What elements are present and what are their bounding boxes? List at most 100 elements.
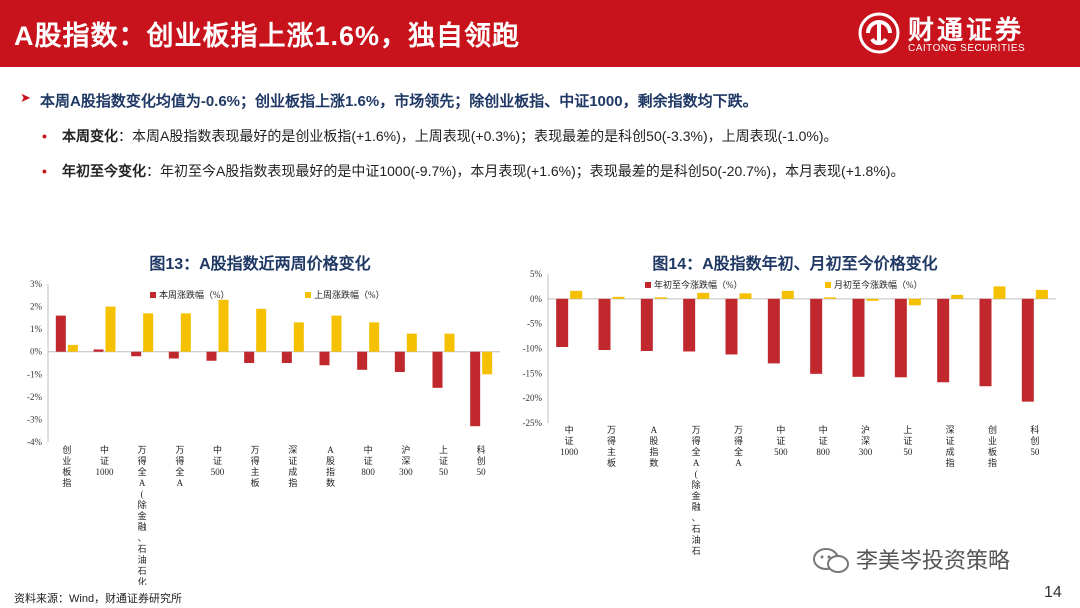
bar-series-2 [331, 315, 342, 352]
bar-series-2 [369, 322, 380, 352]
category-label: 科创 50 [477, 444, 487, 477]
category-label: 上证 50 [439, 445, 449, 477]
bullet-ytd: • 年初至今变化：年初至今A股指数表现最好的是中证1000(-9.7%)，本月表… [42, 160, 967, 182]
legend-swatch [645, 282, 651, 288]
bar-series-2 [993, 286, 1006, 299]
legend-label: 本周涨跌幅（%） [159, 289, 230, 300]
bullet-label: 本周变化 [62, 128, 118, 144]
y-tick-label: 0% [30, 347, 43, 357]
bar-series-2 [570, 290, 583, 299]
chart13-title: 图13：A股指数近两周价格变化 [149, 256, 371, 273]
category-label: 万得主板 [251, 445, 260, 488]
bar-series-2 [654, 297, 667, 299]
y-tick-label: -4% [27, 437, 42, 447]
source-note: 资料来源：Wind，财通证券研究所 [14, 593, 183, 605]
bar-series-2 [444, 333, 455, 352]
bar-series-2 [482, 351, 493, 375]
summary-headline: ➤ 本周A股指数变化均值为-0.6%；创业板指上涨1.6%，市场领先；除创业板指… [20, 90, 758, 111]
bar-series-2 [612, 296, 625, 299]
y-tick-label: -5% [527, 319, 542, 329]
bar-series-1 [432, 351, 443, 388]
bar-series-1 [725, 298, 738, 355]
category-label: A 股指数 [649, 425, 658, 468]
bar-series-2 [105, 306, 116, 352]
legend-swatch [305, 292, 311, 298]
watermark-text: 李美岑投资策略 [856, 548, 1011, 573]
brand-name-en: CAITONG SECURITIES [908, 43, 1026, 54]
bar-series-1 [894, 298, 907, 378]
bar-series-2 [256, 308, 267, 352]
bar-series-1 [1021, 298, 1034, 402]
category-label: 中证 500 [211, 444, 225, 477]
bar-series-1 [93, 349, 104, 352]
bar-series-2 [406, 333, 417, 352]
category-label: 沪深 300 [859, 424, 873, 457]
y-tick-label: 3% [30, 279, 43, 289]
legend-label: 月初至今涨跌幅（%） [834, 279, 923, 290]
category-label: 科创 50 [1030, 424, 1040, 457]
bar-series-2 [781, 290, 794, 299]
arrow-icon: ➤ [20, 90, 31, 105]
y-tick-label: -15% [523, 368, 543, 378]
bar-series-1 [319, 351, 330, 366]
category-label: 上证 50 [903, 425, 913, 457]
y-tick-label: 0% [530, 294, 543, 304]
bar-series-2 [293, 322, 304, 352]
bar-series-1 [168, 351, 179, 359]
bar-series-2 [697, 292, 710, 299]
y-tick-label: -2% [27, 392, 42, 402]
bullet-weekly: • 本周变化：本周A股指数表现最好的是创业板指(+1.6%)，上周表现(+0.3… [42, 125, 967, 147]
wechat-icon [813, 548, 849, 573]
bar-series-2 [739, 293, 752, 299]
bar-series-2 [67, 344, 78, 352]
bullet-text: ：年初至今A股指数表现最好的是中证1000(-9.7%)，本月表现(+1.6%)… [146, 163, 905, 179]
bullet-text: ：本周A股指数表现最好的是创业板指(+1.6%)，上周表现(+0.3%)；表现最… [118, 128, 838, 144]
bar-series-1 [640, 298, 653, 351]
bullet-icon: • [42, 163, 47, 179]
bar-series-2 [951, 294, 964, 299]
chart13: 3% 2% 1% 0% -1% -2% -3% -4% 创业板指 中证 1000 万得全 A (除金融、石… [27, 279, 500, 585]
category-label: 创业板指 [62, 444, 71, 488]
y-tick-label: -1% [27, 369, 42, 379]
category-label: 沪深 300 [399, 444, 413, 477]
bar-series-1 [244, 351, 255, 363]
page-number: 14 [1044, 584, 1062, 601]
y-tick-label: -3% [27, 414, 42, 424]
y-tick-label: -20% [523, 393, 543, 403]
category-label: 中证 1000 [96, 444, 115, 477]
bullet-icon: • [42, 128, 47, 144]
bar-series-1 [281, 351, 292, 363]
bar-series-2 [866, 298, 879, 301]
y-tick-label: -10% [523, 344, 543, 354]
category-label: 中证 1000 [560, 424, 579, 457]
bar-series-1 [979, 298, 992, 387]
bar-series-1 [55, 315, 66, 352]
bar-series-1 [767, 298, 780, 364]
category-label: 中证 500 [774, 424, 788, 457]
bar-series-1 [556, 298, 569, 348]
legend-label: 年初至今涨跌幅（%） [654, 279, 743, 290]
page-title: A股指数：创业板指上涨1.6%，独自领跑 [14, 21, 521, 51]
bar-series-2 [1035, 289, 1048, 299]
bar-series-1 [394, 351, 405, 373]
legend-swatch [150, 292, 156, 298]
bar-series-1 [937, 298, 950, 383]
category-label: A 股指数 [326, 445, 335, 488]
caitong-logo-icon [858, 12, 900, 54]
bar-series-1 [852, 298, 865, 377]
legend-swatch [825, 282, 831, 288]
category-label: 中证 800 [361, 444, 375, 477]
bar-series-1 [598, 298, 611, 350]
bar-series-1 [131, 351, 142, 357]
headline-text: 本周A股指数变化均值为-0.6%；创业板指上涨1.6%，市场领先；除创业板指、中… [40, 93, 758, 110]
category-label: 深证成指 [946, 425, 955, 468]
bar-series-2 [824, 297, 837, 299]
bar-series-1 [357, 351, 368, 370]
category-label: 深证成指 [288, 445, 297, 488]
chart14-title: 图14：A股指数年初、月初至今价格变化 [652, 256, 938, 273]
brand-logo: 财通证券 CAITONG SECURITIES [858, 8, 1058, 58]
category-label: 万得全 A [175, 445, 184, 488]
bar-series-1 [810, 298, 823, 374]
bar-series-1 [683, 298, 696, 352]
